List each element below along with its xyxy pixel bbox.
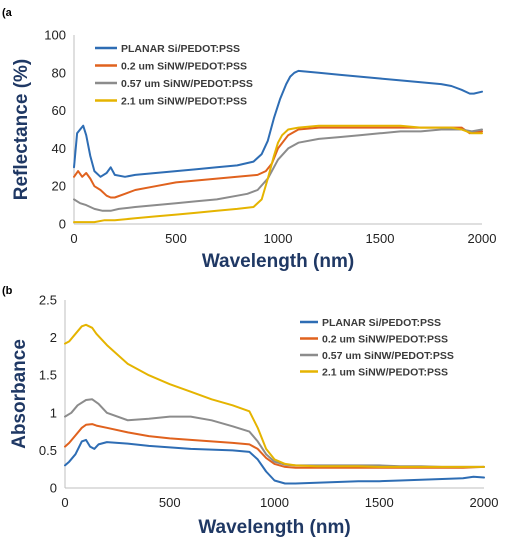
x-tick-label-absorbance: 2000 bbox=[470, 495, 499, 510]
legend-label-reflectance-0: PLANAR Si/PEDOT:PSS bbox=[121, 43, 240, 55]
series-line-reflectance-2 bbox=[73, 128, 483, 212]
y-tick-label-reflectance: 40 bbox=[52, 141, 66, 156]
legend-label-absorbance-2: 0.57 um SiNW/PEDOT:PSS bbox=[322, 350, 454, 362]
series-line-reflectance-1 bbox=[73, 126, 483, 199]
y-tick-label-reflectance: 20 bbox=[52, 179, 66, 194]
x-tick-label-absorbance: 1000 bbox=[260, 495, 289, 510]
legend-label-reflectance-1: 0.2 um SiNW/PEDOT:PSS bbox=[121, 61, 247, 73]
x-tick-label-absorbance: 500 bbox=[159, 495, 181, 510]
x-tick-label-reflectance: 1500 bbox=[366, 231, 395, 246]
legend-label-absorbance-0: PLANAR Si/PEDOT:PSS bbox=[322, 317, 441, 329]
x-tick-label-reflectance: 1000 bbox=[264, 231, 293, 246]
y-tick-label-absorbance: 2 bbox=[50, 330, 57, 345]
x-axis-title-absorbance: Wavelength (nm) bbox=[198, 517, 350, 538]
y-tick-label-reflectance: 0 bbox=[59, 217, 66, 232]
series-line-absorbance-0 bbox=[64, 438, 485, 485]
x-tick-label-absorbance: 0 bbox=[61, 495, 68, 510]
legend-label-absorbance-3: 2.1 um SiNW/PEDOT:PSS bbox=[322, 367, 448, 379]
y-tick-label-absorbance: 1 bbox=[50, 405, 57, 420]
y-tick-label-absorbance: 2.5 bbox=[39, 293, 57, 308]
legend-label-reflectance-3: 2.1 um SiNW/PEDOT:PSS bbox=[121, 96, 247, 108]
y-tick-label-absorbance: 1.5 bbox=[39, 368, 57, 383]
series-line-absorbance-3 bbox=[64, 323, 485, 468]
x-tick-label-reflectance: 500 bbox=[165, 231, 187, 246]
x-tick-label-reflectance: 2000 bbox=[468, 231, 497, 246]
x-tick-label-absorbance: 1500 bbox=[365, 495, 394, 510]
y-axis-title-absorbance: Absorbance bbox=[9, 339, 30, 449]
legend-label-reflectance-2: 0.57 um SiNW/PEDOT:PSS bbox=[121, 78, 253, 90]
x-tick-label-reflectance: 0 bbox=[70, 231, 77, 246]
panel-label-reflectance: (a bbox=[2, 7, 13, 19]
panel-label-absorbance: (b bbox=[2, 285, 13, 297]
y-tick-label-reflectance: 60 bbox=[52, 103, 66, 118]
y-axis-title-reflectance: Reflectance (%) bbox=[11, 59, 32, 201]
series-line-absorbance-2 bbox=[64, 398, 485, 468]
series-line-reflectance-3 bbox=[73, 124, 483, 224]
y-tick-label-reflectance: 100 bbox=[44, 28, 66, 43]
y-tick-label-reflectance: 80 bbox=[52, 65, 66, 80]
series-line-reflectance-0 bbox=[73, 69, 483, 178]
y-tick-label-absorbance: 0 bbox=[50, 481, 57, 496]
x-axis-title-reflectance: Wavelength (nm) bbox=[202, 251, 354, 272]
y-tick-label-absorbance: 0.5 bbox=[39, 443, 57, 458]
legend-label-absorbance-1: 0.2 um SiNW/PEDOT:PSS bbox=[322, 334, 448, 346]
